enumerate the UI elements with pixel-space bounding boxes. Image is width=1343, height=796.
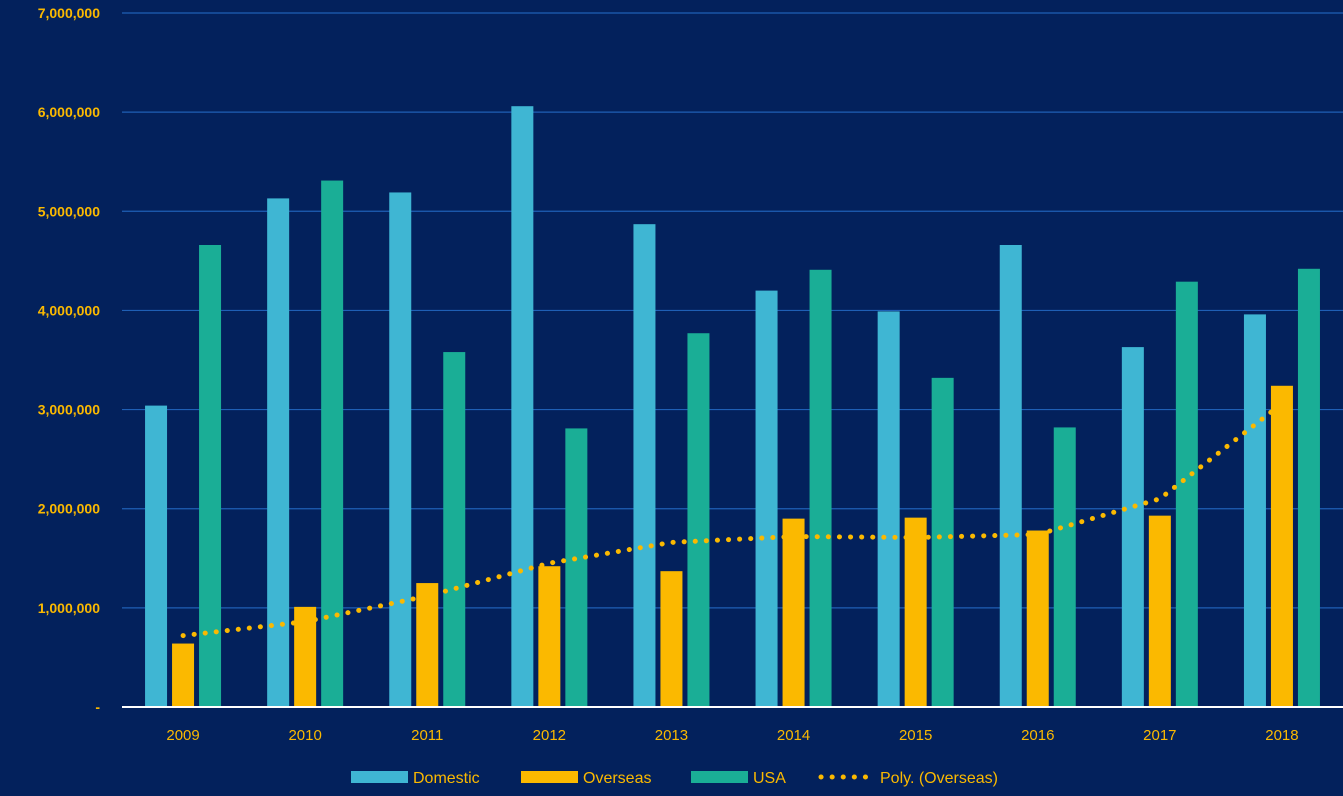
bar-overseas-2011 [416, 583, 439, 707]
bar-overseas-2010 [294, 606, 317, 707]
bar-domestic-2015 [877, 311, 900, 707]
x-tick-label: 2011 [411, 727, 443, 744]
bar-domestic-2017 [1121, 347, 1144, 707]
bar-overseas-2013 [660, 571, 683, 707]
bar-usa-2009 [199, 244, 222, 707]
bar-overseas-2014 [782, 518, 805, 707]
x-axis-tick-labels: 2009 2010 2011 2012 2013 2014 2015 2016 2017 2018 [166, 727, 1298, 744]
bar-domestic-2016 [999, 244, 1022, 707]
legend-swatch [521, 771, 578, 783]
y-tick-label: 3,000,000 [38, 402, 100, 418]
legend-item: Overseas [521, 770, 651, 787]
x-tick-label: 2016 [1021, 727, 1054, 744]
y-tick-label: 7,000,000 [38, 5, 100, 21]
bar-overseas-2016 [1026, 530, 1049, 707]
x-tick-label: 2013 [655, 727, 688, 744]
legend-label: USA [753, 770, 786, 787]
x-tick-label: 2009 [166, 727, 199, 744]
bars [145, 106, 1320, 708]
x-tick-label: 2017 [1143, 727, 1176, 744]
bar-usa-2018 [1297, 268, 1320, 707]
legend: Domestic Overseas USA Poly. (Overseas) [351, 770, 998, 787]
bar-overseas-2015 [904, 517, 927, 707]
bar-overseas-2017 [1148, 515, 1171, 707]
bar-domestic-2012 [511, 106, 534, 708]
bar-domestic-2010 [267, 198, 290, 707]
y-tick-label: 5,000,000 [38, 203, 100, 219]
y-tick-label: - [95, 699, 100, 715]
bar-usa-2016 [1053, 427, 1076, 707]
y-tick-label: 4,000,000 [38, 302, 100, 318]
legend-swatch [691, 771, 748, 783]
bar-domestic-2013 [633, 224, 656, 707]
x-tick-label: 2010 [288, 727, 321, 744]
bar-usa-2013 [687, 333, 710, 707]
bar-usa-2011 [443, 352, 466, 707]
y-tick-label: 2,000,000 [38, 501, 100, 517]
bar-usa-2017 [1175, 281, 1198, 707]
bar-overseas-2009 [172, 643, 195, 707]
legend-item: Poly. (Overseas) [818, 770, 998, 787]
y-axis-tick-labels: - 1,000,000 2,000,000 3,000,000 4,000,000 5,0… [38, 5, 101, 715]
legend-label: Poly. (Overseas) [880, 770, 998, 787]
bar-domestic-2018 [1243, 314, 1266, 707]
trendline-poly-overseas [180, 401, 1285, 639]
bar-usa-2014 [809, 269, 832, 707]
x-tick-label: 2014 [777, 727, 810, 744]
x-tick-label: 2012 [533, 727, 566, 744]
y-tick-label: 1,000,000 [38, 600, 100, 616]
legend-label: Overseas [583, 770, 651, 787]
legend-label: Domestic [413, 770, 480, 787]
bar-usa-2015 [931, 377, 954, 707]
bar-domestic-2011 [389, 192, 412, 707]
legend-item: Domestic [351, 770, 480, 787]
bar-domestic-2014 [755, 290, 778, 707]
bar-overseas-2012 [538, 566, 561, 707]
bar-overseas-2018 [1270, 385, 1293, 707]
x-tick-label: 2018 [1265, 727, 1298, 744]
bar-usa-2010 [321, 180, 344, 708]
trendline [180, 401, 1285, 639]
legend-swatch [351, 771, 408, 783]
bar-domestic-2009 [145, 405, 168, 707]
y-tick-label: 6,000,000 [38, 104, 100, 120]
x-tick-label: 2015 [899, 727, 932, 744]
legend-item: USA [691, 770, 786, 787]
bar-usa-2012 [565, 428, 588, 707]
